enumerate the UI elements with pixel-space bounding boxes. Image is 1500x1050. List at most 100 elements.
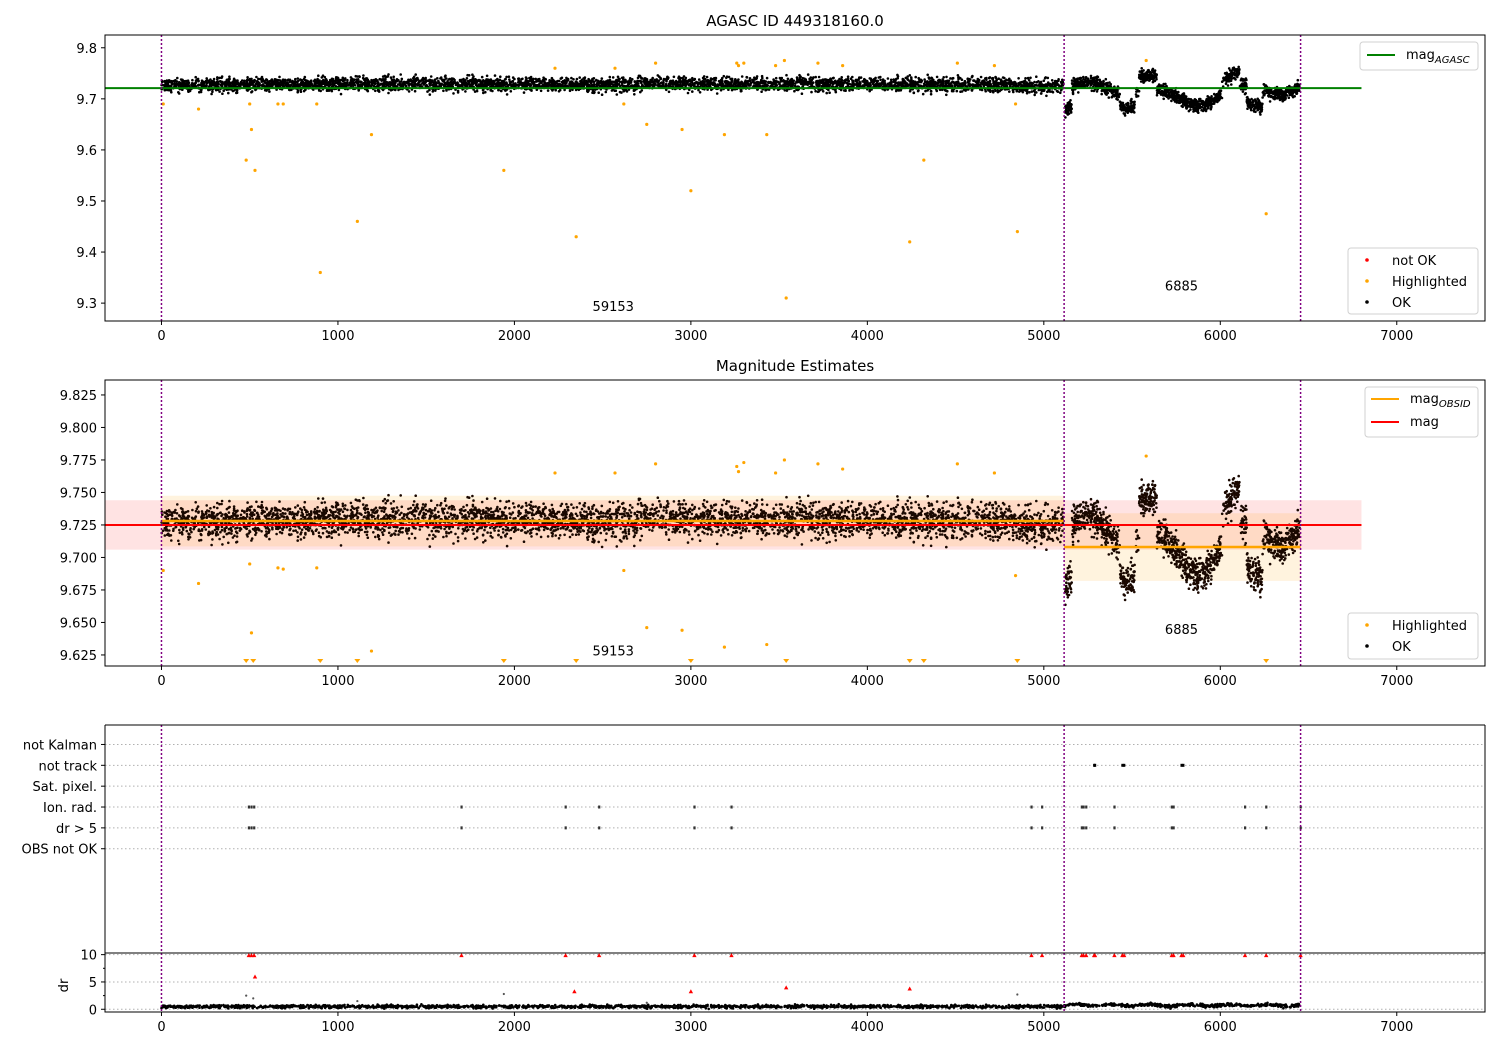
ok-point [332,80,335,84]
ok-point [457,84,461,88]
ok-point [927,77,931,80]
ok-point [1035,84,1039,87]
ok-point [427,79,431,82]
ok-point [451,77,454,81]
ok-point [317,89,321,92]
ok-point [463,81,467,85]
ok-point [576,81,579,84]
ok-point [876,79,880,83]
ok-point [823,84,826,88]
ok-point [997,85,1000,88]
ok-point [1033,80,1036,84]
ok-point [511,79,515,83]
ok-point [774,76,778,80]
ok-point [1032,89,1036,93]
ok-point [804,79,807,83]
ok-point [823,78,826,81]
ok-point [996,89,1000,92]
ok-point [648,84,652,87]
ok-point [930,77,934,80]
ok-point [456,91,460,94]
ok-point [586,90,590,94]
ok-point [691,76,694,80]
ok-point [177,83,180,87]
ok-point [396,83,400,86]
ok-point [608,80,612,84]
ok-point [720,82,724,85]
ok-point [578,85,582,88]
ok-point [341,76,345,80]
ok-point [428,88,431,92]
ok-point [346,78,349,82]
ok-point [578,82,581,86]
ok-point [788,82,792,86]
ok-point [946,90,949,93]
ok-point [487,79,490,82]
ok-point [1126,101,1130,105]
ok-point [1047,89,1050,92]
ok-point [1207,96,1211,99]
ok-point [628,77,632,80]
ok-point [548,80,552,84]
ok-point [687,78,691,82]
ok-point [592,77,596,80]
ok-point [572,78,575,81]
ok-point [594,79,598,82]
ok-point [929,92,933,96]
ok-point [391,79,395,83]
ok-point [812,76,815,79]
ok-point [388,81,392,84]
ok-point [485,85,488,88]
ok-point [894,77,898,81]
ok-point [1025,89,1028,92]
ok-point [278,75,281,79]
ok-point [330,79,333,83]
ok-point [753,81,756,85]
ok-point [218,90,221,93]
ok-point [377,81,380,84]
ok-point [686,91,690,95]
ok-point [983,80,986,84]
ok-point [898,81,902,84]
ok-point [667,82,671,86]
ok-point [229,84,233,87]
ok-point [604,81,607,84]
ok-point [197,83,201,87]
ok-point [846,77,850,81]
ok-point [275,79,279,82]
ok-point [1127,104,1130,107]
ok-point [955,80,958,84]
ok-point [1046,81,1050,84]
ok-point [949,77,952,80]
ok-point [927,83,930,86]
ok-point [872,83,875,86]
ok-point [1059,91,1062,95]
ok-point [524,79,528,82]
ok-point [989,82,992,86]
ok-point [1030,82,1034,86]
ok-point [227,91,230,95]
ok-point [657,83,661,86]
ok-point [484,81,487,85]
ok-point [454,82,458,85]
ok-point [204,84,207,88]
ok-point [370,78,373,82]
ok-point [529,77,533,80]
ok-point [724,81,728,84]
ok-point [547,82,550,86]
ok-point [1042,79,1046,82]
ok-point [803,82,807,85]
ok-point [645,84,649,88]
ok-point [182,84,185,88]
ok-point [1044,76,1047,79]
ok-point [810,90,813,94]
ok-point [346,81,349,84]
ok-point [374,89,377,93]
ok-point [394,84,398,88]
ok-point [741,84,745,88]
ok-point [439,77,442,80]
ok-point [720,84,723,88]
ok-point [471,84,474,87]
ok-point [228,82,232,85]
ok-point [566,84,569,88]
